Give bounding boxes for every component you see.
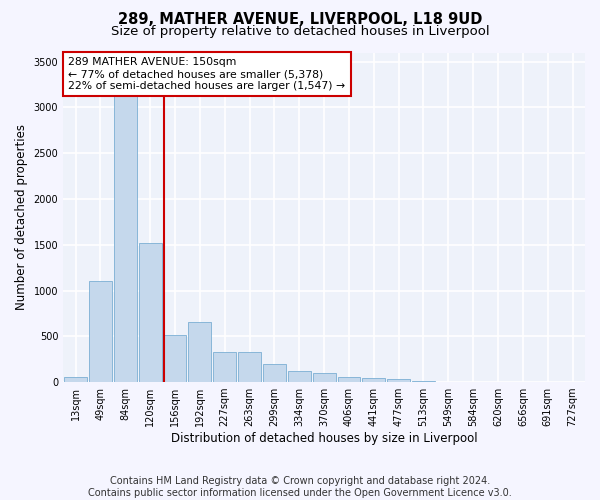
Bar <box>263 364 286 382</box>
Bar <box>139 243 161 382</box>
Bar <box>89 282 112 382</box>
Bar <box>213 352 236 382</box>
Bar <box>188 322 211 382</box>
Text: 289, MATHER AVENUE, LIVERPOOL, L18 9UD: 289, MATHER AVENUE, LIVERPOOL, L18 9UD <box>118 12 482 28</box>
Bar <box>313 373 335 382</box>
Bar <box>64 377 87 382</box>
Bar <box>387 379 410 382</box>
Text: 289 MATHER AVENUE: 150sqm
← 77% of detached houses are smaller (5,378)
22% of se: 289 MATHER AVENUE: 150sqm ← 77% of detac… <box>68 58 346 90</box>
Bar <box>412 381 435 382</box>
Bar <box>114 66 137 382</box>
Text: Size of property relative to detached houses in Liverpool: Size of property relative to detached ho… <box>110 25 490 38</box>
Bar <box>362 378 385 382</box>
Text: Contains HM Land Registry data © Crown copyright and database right 2024.
Contai: Contains HM Land Registry data © Crown c… <box>88 476 512 498</box>
Bar <box>238 352 261 382</box>
Bar <box>338 376 361 382</box>
X-axis label: Distribution of detached houses by size in Liverpool: Distribution of detached houses by size … <box>171 432 478 445</box>
Y-axis label: Number of detached properties: Number of detached properties <box>15 124 28 310</box>
Bar <box>164 336 187 382</box>
Bar <box>288 371 311 382</box>
